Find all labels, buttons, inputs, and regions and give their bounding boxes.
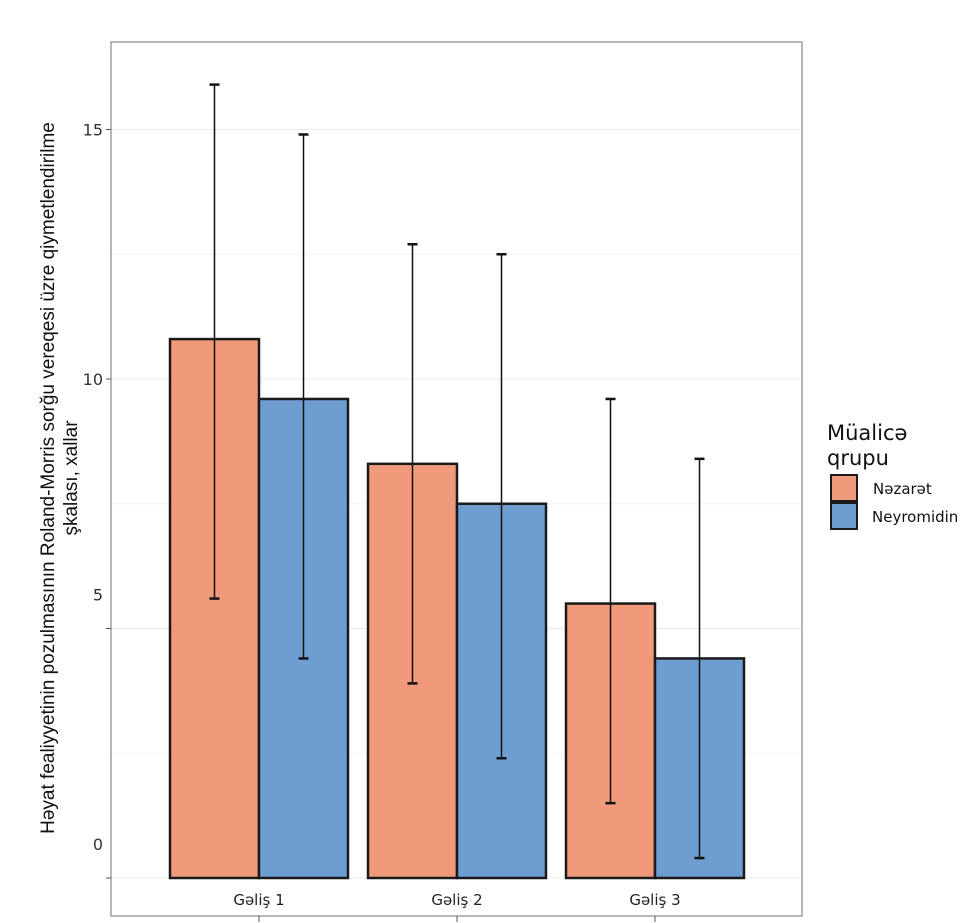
error-bars: [209, 83, 705, 860]
x-axis: Gəliş 1 Gəliş 2 Gəliş 3: [233, 891, 681, 922]
y-axis-title: Həyat fealiyyetinin pozulmasının Roland-…: [38, 122, 82, 834]
y-axis: 0 5 10 15: [83, 121, 111, 879]
y-axis-title-line-1: Həyat fealiyyetinin pozulmasının Roland-…: [38, 122, 59, 834]
x-tick-label: Gəliş 2: [431, 891, 482, 909]
legend-key-nezaret: [830, 474, 858, 502]
legend-key-neyromidin: [830, 502, 858, 530]
legend-title-line-2: qrupu: [827, 446, 889, 470]
y-tick-label: 5: [93, 586, 103, 605]
x-tick-label: Gəliş 3: [629, 891, 680, 909]
y-tick-label: 0: [93, 835, 103, 854]
legend-label-neyromidin: Neyromidin: [872, 508, 958, 526]
y-axis-title-line-2: şkalası, xallar: [61, 420, 82, 536]
legend-title-line-1: Müalicə: [827, 421, 907, 445]
y-tick-label: 10: [83, 370, 103, 389]
bars: [168, 337, 746, 880]
legend-label-nezaret: Nəzarət: [873, 480, 932, 498]
legend: Müalicə qrupu Nəzarət Neyromidin: [827, 421, 958, 530]
x-tick-label: Gəliş 1: [233, 891, 284, 909]
y-tick-label: 15: [83, 121, 103, 140]
